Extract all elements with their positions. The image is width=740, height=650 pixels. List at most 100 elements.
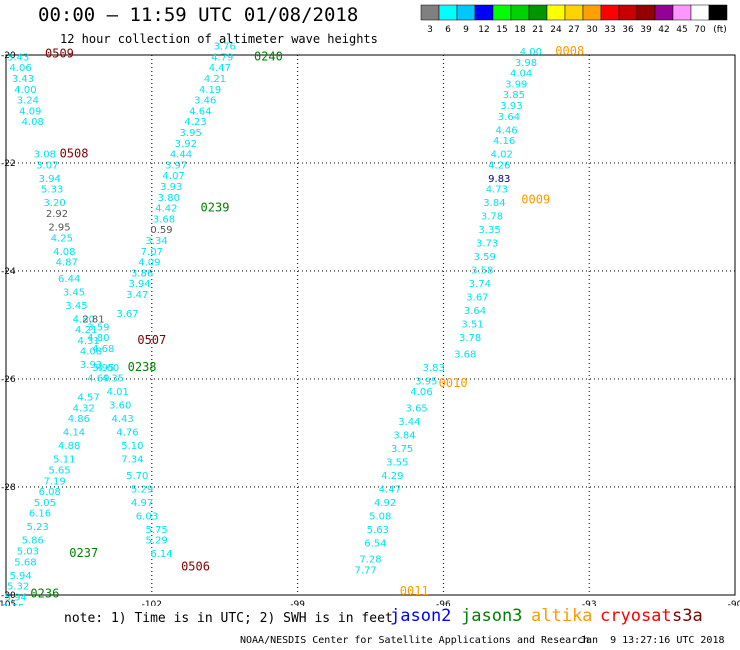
wave-height-value: 3.84	[393, 430, 415, 441]
wave-height-value: 7.77	[355, 565, 377, 576]
wave-height-value: 3.43	[12, 74, 34, 85]
wave-height-value: 3.07	[36, 160, 58, 171]
wave-height-value: 4.09	[19, 106, 41, 117]
wave-height-value: 3.45	[63, 287, 85, 298]
wave-height-value: 2.95	[48, 223, 70, 234]
wave-height-value: 3.94	[129, 279, 151, 290]
wave-height-value: 3.43	[7, 52, 29, 63]
wave-height-value: 4.80	[87, 333, 109, 344]
wave-height-value: 3.93	[160, 182, 182, 193]
wave-height-value: 4.21	[75, 325, 97, 336]
legend-entry-cryosat: cryosat	[600, 606, 672, 626]
page-title: 00:00 – 11:59 UTC 01/08/2018	[38, 4, 359, 26]
color-scale-label: 33	[604, 25, 615, 35]
color-scale-label: 9	[463, 25, 469, 35]
color-scale-label: 21	[532, 25, 543, 35]
color-scale-label: 12	[478, 25, 489, 35]
wave-height-value: 3.58	[471, 266, 493, 277]
color-scale-label: 6	[445, 25, 451, 35]
wave-height-value: 4.25	[51, 233, 73, 244]
wave-height-value: 4.60	[97, 363, 119, 374]
wave-height-value: 3.84	[483, 198, 505, 209]
wave-height-value: 4.04	[510, 69, 532, 80]
color-scale-label: 42	[658, 25, 669, 35]
wave-height-value: 6.16	[29, 509, 51, 520]
wave-height-value: 3.78	[481, 212, 503, 223]
wave-height-value: 2.92	[46, 209, 68, 220]
footnote: note: 1) Time is in UTC; 2) SWH is in fe…	[64, 611, 393, 626]
wave-height-value: 3.45	[65, 301, 87, 312]
pass-time-label: 0507	[137, 333, 166, 347]
wave-height-value: 3.97	[165, 160, 187, 171]
wave-height-value: 4.08	[80, 347, 102, 358]
wave-height-value: 4.00	[14, 85, 36, 96]
wave-height-value: 3.59	[474, 252, 496, 263]
wave-height-value: 3.74	[469, 279, 491, 290]
wave-height-value: 4.97	[131, 498, 153, 509]
wave-height-value: 3.65	[406, 403, 428, 414]
lat-tick-label: -20	[1, 51, 16, 61]
color-scale-label: 30	[586, 25, 598, 35]
wave-height-value: 5.08	[369, 511, 391, 522]
wave-height-value: 7.28	[359, 555, 381, 566]
wave-height-value: 4.64	[189, 106, 211, 117]
pass-time-label: 0011	[400, 584, 429, 598]
wave-height-value: 4.69	[87, 374, 109, 385]
wave-height-value: 3.68	[454, 349, 476, 360]
wave-height-value: 4.80	[73, 314, 95, 325]
wave-height-value: 5.68	[14, 557, 36, 568]
lat-tick-label: -24	[1, 267, 16, 277]
wave-height-value: 5.05	[34, 498, 56, 509]
lat-tick-label: -26	[1, 375, 16, 385]
wave-height-value: 5.70	[126, 471, 148, 482]
wave-height-value: 5.63	[367, 525, 389, 536]
wave-height-value: 4.31	[77, 336, 99, 347]
wave-height-value: 4.57	[77, 393, 99, 404]
wave-height-value: 4.87	[56, 258, 78, 269]
wave-height-value: 4.08	[53, 247, 75, 258]
wave-height-value: 3.83	[423, 363, 445, 374]
wave-height-value: 4.46	[495, 125, 517, 136]
wave-height-value: 4.21	[204, 74, 226, 85]
wave-height-value: 5.75	[146, 525, 168, 536]
wave-height-value: 3.76	[214, 42, 236, 53]
track-0237: 3.954.69 4.574.324.86 4.14 4.88 5.115.657.19…	[2, 363, 114, 606]
wave-height-value: 3.86	[131, 268, 153, 279]
wave-height-value: 4.43	[112, 414, 134, 425]
lat-tick-label: -22	[1, 159, 16, 169]
wave-height-value: 3.68	[153, 214, 175, 225]
wave-height-value: 4.16	[493, 136, 515, 147]
lat-tick-label: -30	[1, 591, 16, 601]
wave-height-value: 4.76	[116, 428, 138, 439]
wave-height-value: 4.00	[520, 47, 542, 58]
wave-height-value: 5.33	[41, 185, 63, 196]
wave-height-value: 3.44	[398, 417, 420, 428]
wave-height-value: 3.59	[87, 322, 109, 333]
lon-tick-label: -96	[436, 600, 451, 606]
wave-height-value: 6.44	[58, 274, 80, 285]
track-0010: 3.83 3.954.06 3.65 3.44 3.84 3.75 3.55 4.29 4.47…	[355, 363, 445, 577]
wave-height-value: 4.01	[107, 387, 129, 398]
wave-height-value: 9.83	[488, 174, 510, 185]
wave-height-value: 5.32	[7, 582, 29, 593]
color-scale-label: 27	[568, 25, 579, 35]
pass-time-label: 0008	[555, 44, 584, 58]
wave-height-value: 4.29	[381, 471, 403, 482]
track-0008: 4.003.984.043.993.853.933.644.464.164.02…	[454, 47, 542, 360]
wave-height-value: 4.23	[184, 117, 206, 128]
wave-height-map: -105-102-99-96-93-90-20-22-24-26-28-303.…	[0, 42, 740, 606]
color-scale-label: 3	[427, 25, 433, 35]
wave-height-value: 5.29	[146, 536, 168, 547]
wave-height-value: 5.94	[5, 592, 27, 603]
wave-height-value: 4.44	[170, 150, 192, 161]
pass-time-label: 0239	[201, 201, 230, 215]
lon-tick-label: -99	[290, 600, 305, 606]
wave-height-value: 3.98	[515, 58, 537, 69]
wave-height-value: 6.03	[136, 511, 158, 522]
wave-height-value: 6.08	[39, 487, 61, 498]
wave-height-value: 4.09	[138, 258, 160, 269]
wave-height-value: 5.29	[131, 484, 153, 495]
wave-height-value: 3.95	[180, 128, 202, 139]
wave-height-value: 4.26	[488, 160, 510, 171]
wave-height-value: 4.73	[486, 185, 508, 196]
